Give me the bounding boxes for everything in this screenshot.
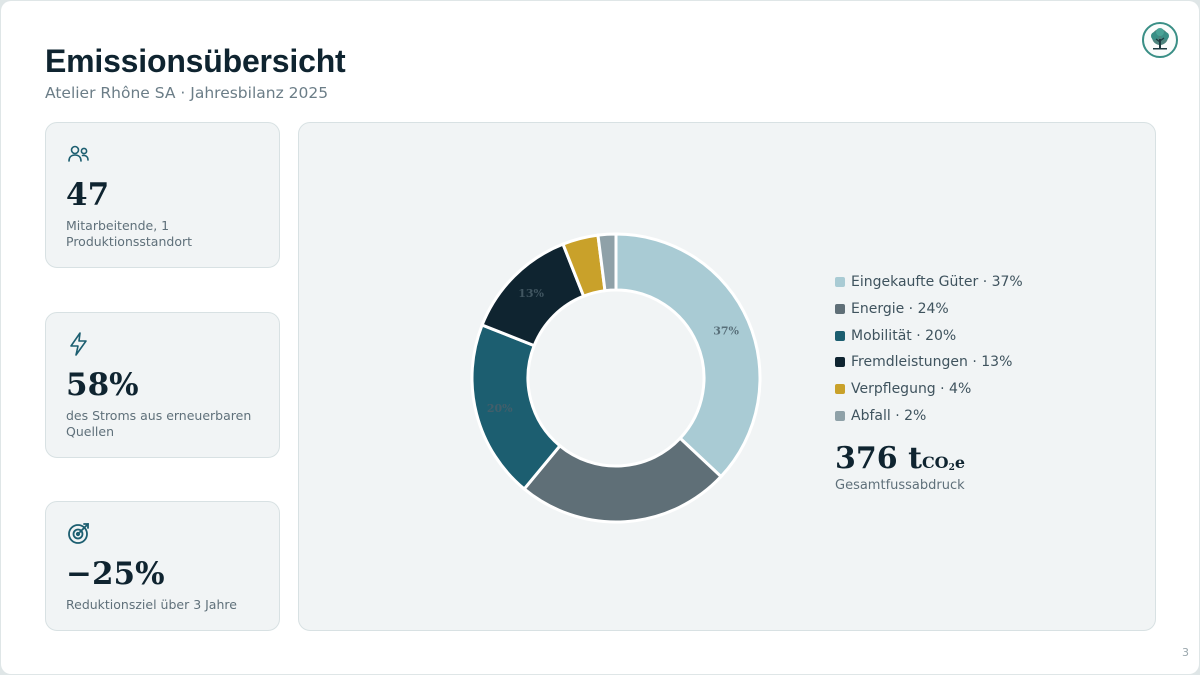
legend-item: Abfall · 2%	[835, 402, 1023, 429]
donut-slice-0	[614, 232, 762, 479]
logo	[1142, 22, 1178, 58]
legend-item: Energie · 24%	[835, 296, 1023, 323]
chart-legend: Eingekaufte Güter · 37% Energie · 24% Mobi…	[835, 269, 1023, 429]
donut-slice-5	[596, 232, 618, 293]
target-icon	[68, 523, 89, 544]
total-unit-suffix: e	[954, 453, 966, 472]
total-unit-main: CO	[921, 453, 949, 472]
legend-label: Energie · 24%	[851, 301, 949, 318]
legend-label: Abfall · 2%	[851, 407, 927, 424]
donut-data-label-0: 37%	[713, 324, 739, 337]
stat-card-reduction: −25% Reduktionsziel über 3 Jahre	[45, 501, 280, 631]
legend-item: Fremdleistungen · 13%	[835, 349, 1023, 376]
page-title: Emissionsübersicht	[45, 43, 346, 79]
chart-panel: 37% 20% 13% Eingekaufte Güter · 37% Energie…	[298, 122, 1156, 631]
legend-swatch	[835, 384, 845, 395]
total-number: 376	[835, 441, 898, 476]
lightning-icon	[70, 332, 87, 356]
stat-label: des Stroms aus erneuerbaren Quellen	[66, 408, 252, 439]
donut-slice-1	[522, 436, 724, 524]
legend-swatch	[835, 357, 845, 368]
legend-item: Eingekaufte Güter · 37%	[835, 269, 1023, 296]
page-number: 3	[1182, 646, 1189, 659]
legend-label: Mobilität · 20%	[851, 327, 957, 344]
stat-label: Mitarbeitende, 1 Produktionsstandort	[66, 218, 193, 249]
total-value: 376 tCO2e	[835, 441, 965, 476]
people-icon	[68, 145, 89, 162]
stat-value: 58%	[66, 367, 139, 403]
legend-swatch	[835, 304, 845, 315]
page-subtitle: Atelier Rhône SA · Jahresbilanz 2025	[45, 84, 329, 102]
legend-swatch	[835, 277, 845, 288]
total-unit-sub: 2	[948, 463, 955, 473]
stat-label: Reduktionsziel über 3 Jahre	[66, 597, 237, 612]
donut-data-label-3: 13%	[518, 287, 544, 300]
legend-swatch	[835, 330, 845, 341]
donut-data-label-2: 20%	[487, 402, 513, 415]
legend-label: Verpflegung · 4%	[851, 381, 972, 398]
donut-chart: 37% 20% 13%	[470, 232, 762, 524]
legend-label: Fremdleistungen · 13%	[851, 354, 1013, 371]
stat-value: 47	[66, 177, 110, 213]
legend-item: Verpflegung · 4%	[835, 376, 1023, 403]
legend-swatch	[835, 410, 845, 421]
legend-item: Mobilität · 20%	[835, 322, 1023, 349]
stat-card-employees: 47 Mitarbeitende, 1 Produktionsstandort	[45, 122, 280, 268]
stat-card-renewables: 58% des Stroms aus erneuerbaren Quellen	[45, 312, 280, 458]
tree-icon	[1151, 28, 1169, 50]
total-unit: CO2e	[921, 453, 966, 473]
total-label: Gesamtfussabdruck	[835, 478, 965, 493]
legend-label: Eingekaufte Güter · 37%	[851, 274, 1023, 291]
total-unit-prefix: t	[908, 441, 922, 476]
stat-value: −25%	[66, 556, 165, 592]
